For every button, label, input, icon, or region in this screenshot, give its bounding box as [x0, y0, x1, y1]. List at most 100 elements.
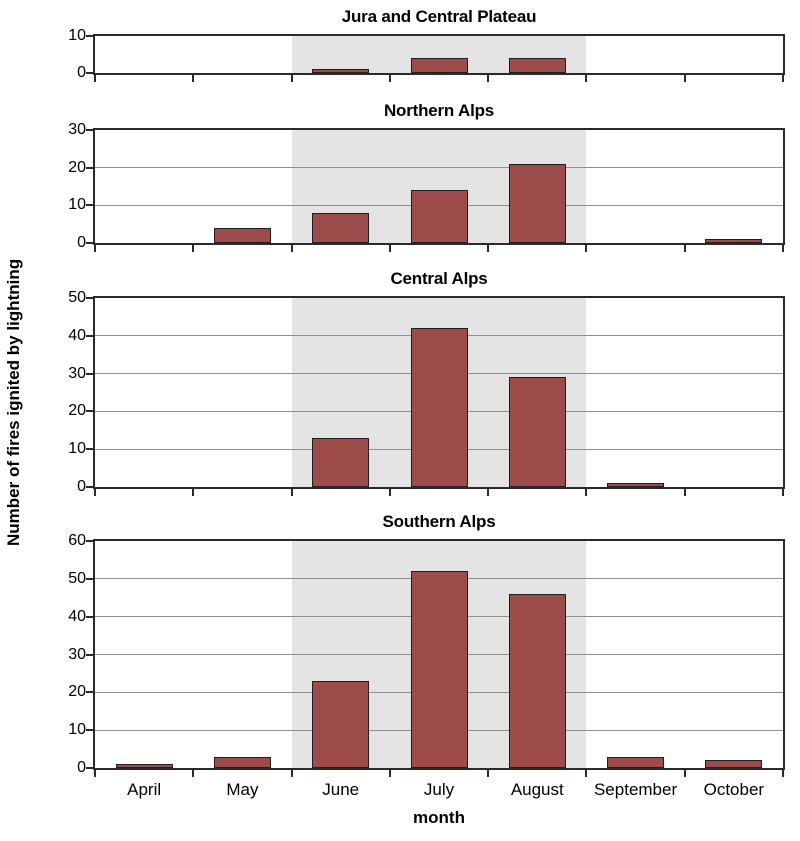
bar-july: [410, 190, 468, 243]
month-label-april: April: [127, 780, 162, 799]
x-tick-mark: [192, 75, 195, 82]
y-tick-label: 50: [68, 569, 86, 587]
y-tick-label: 30: [68, 121, 86, 138]
month-label-june: June: [322, 780, 360, 799]
y-tick-label: 30: [68, 364, 86, 382]
x-tick-mark: [388, 489, 391, 496]
bar-august: [508, 58, 566, 73]
x-tick-mark: [487, 245, 490, 252]
y-tick-label: 60: [68, 532, 86, 549]
bar-september: [607, 756, 665, 768]
x-tick-mark: [585, 770, 588, 777]
x-tick-mark: [683, 770, 686, 777]
x-tick-mark: [782, 489, 784, 496]
y-tick-mark: [86, 540, 94, 542]
month-label-may: May: [226, 780, 259, 799]
x-tick-mark: [487, 75, 490, 82]
panel-title: Jura and Central Plateau: [341, 7, 537, 26]
bar-september: [607, 483, 665, 487]
y-tick-label: 0: [77, 478, 86, 495]
bar-april: [115, 764, 173, 768]
bar-june: [312, 212, 370, 243]
bar-october: [705, 239, 763, 243]
plot-area: [93, 128, 785, 245]
x-tick-mark: [94, 489, 96, 496]
bar-august: [508, 163, 566, 243]
y-tick-label: 0: [77, 234, 86, 251]
x-tick-mark: [487, 770, 490, 777]
y-tick-label: 10: [68, 440, 86, 458]
plot-area: [93, 539, 785, 770]
x-tick-mark: [683, 75, 686, 82]
y-tick-label: 0: [77, 759, 86, 776]
y-tick-mark: [86, 410, 94, 413]
bar-may: [213, 227, 271, 243]
x-tick-mark: [290, 489, 293, 496]
x-tick-mark: [94, 245, 96, 252]
bar-june: [312, 680, 370, 768]
y-tick-mark: [86, 204, 94, 207]
bar-august: [508, 377, 566, 487]
y-tick-label: 10: [68, 27, 86, 44]
month-label-august: August: [510, 780, 564, 799]
y-tick-label: 10: [68, 196, 86, 214]
bar-may: [213, 756, 271, 768]
x-tick-mark: [683, 489, 686, 496]
y-tick-label: 50: [68, 289, 86, 306]
panel-title: Southern Alps: [382, 512, 496, 531]
y-tick-mark: [86, 615, 94, 618]
panel-title: Northern Alps: [383, 101, 495, 120]
x-tick-mark: [782, 245, 784, 252]
month-label-july: July: [423, 780, 455, 799]
x-tick-mark: [585, 245, 588, 252]
x-tick-mark: [94, 770, 96, 777]
bar-july: [410, 58, 468, 73]
y-tick-label: 10: [68, 721, 86, 739]
y-tick-mark: [86, 729, 94, 732]
y-tick-mark: [86, 297, 94, 299]
y-tick-mark: [86, 334, 94, 337]
x-tick-mark: [388, 75, 391, 82]
x-tick-mark: [94, 75, 96, 82]
y-tick-label: 20: [68, 158, 86, 176]
y-axis-title: Number of fires ignited by lightning: [4, 258, 23, 547]
y-tick-mark: [86, 242, 94, 244]
plot-area: [93, 34, 785, 75]
y-tick-mark: [86, 691, 94, 694]
x-tick-mark: [192, 770, 195, 777]
y-tick-label: 30: [68, 645, 86, 663]
x-tick-mark: [585, 75, 588, 82]
y-tick-mark: [86, 767, 94, 769]
x-tick-mark: [782, 770, 784, 777]
y-tick-label: 40: [68, 607, 86, 625]
x-tick-mark: [192, 489, 195, 496]
y-tick-mark: [86, 129, 94, 131]
bar-august: [508, 593, 566, 768]
y-tick-mark: [86, 486, 94, 488]
month-label-september: September: [593, 780, 678, 799]
y-tick-mark: [86, 448, 94, 451]
bar-june: [312, 437, 370, 487]
y-tick-mark: [86, 372, 94, 375]
panel-title: Central Alps: [390, 269, 488, 288]
y-tick-label: 20: [68, 683, 86, 701]
x-tick-mark: [290, 245, 293, 252]
y-tick-mark: [86, 653, 94, 656]
x-tick-mark: [585, 489, 588, 496]
x-tick-mark: [290, 770, 293, 777]
x-tick-mark: [388, 770, 391, 777]
y-tick-mark: [86, 72, 94, 74]
x-tick-mark: [683, 245, 686, 252]
x-tick-mark: [487, 489, 490, 496]
plot-area: [93, 296, 785, 489]
month-label-october: October: [703, 780, 765, 799]
x-tick-mark: [192, 245, 195, 252]
gridline: [95, 167, 783, 169]
x-tick-mark: [782, 75, 784, 82]
y-tick-label: 40: [68, 326, 86, 344]
bar-june: [312, 69, 370, 73]
y-tick-mark: [86, 166, 94, 169]
bar-july: [410, 571, 468, 768]
x-axis-title: month: [413, 808, 465, 827]
